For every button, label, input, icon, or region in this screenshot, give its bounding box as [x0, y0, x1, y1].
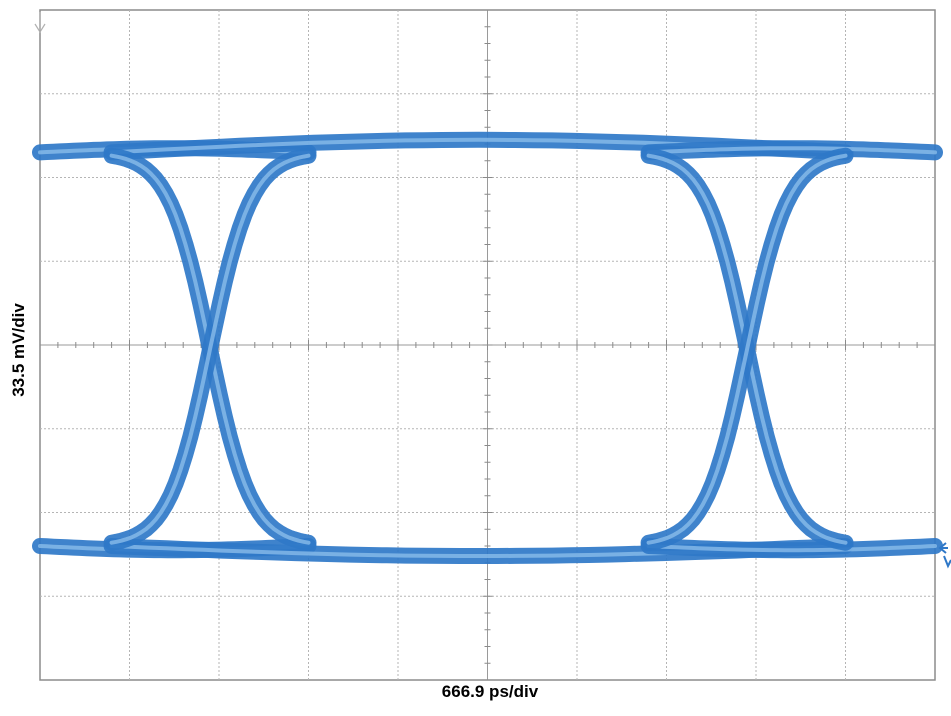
trigger-marker-icon [34, 12, 46, 34]
eye-high-rail-right-highlight [646, 146, 937, 155]
eye-low-rail-right-highlight [646, 544, 937, 553]
x-axis-scale-label: 666.9 ps/div [441, 682, 539, 701]
y-axis-scale-label: 33.5 mV/div [9, 303, 28, 397]
channel-ground-marker-icon [938, 542, 951, 569]
grid-layer [39, 9, 936, 681]
eye-rising-edge-2-highlight [646, 153, 848, 545]
eye-rising-edge-1-highlight [109, 153, 311, 545]
eye-trace-layer [32, 131, 943, 564]
